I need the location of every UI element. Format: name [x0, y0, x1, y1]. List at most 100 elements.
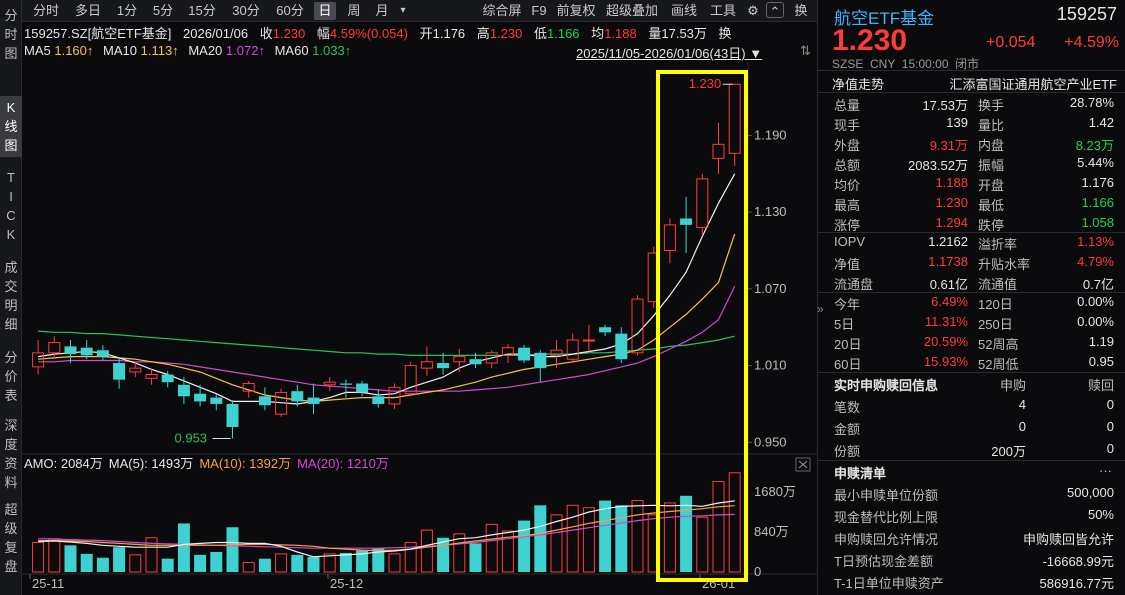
divider	[818, 292, 1125, 293]
open-value: 1.176	[432, 26, 466, 41]
close-icon-box	[795, 457, 811, 472]
avg-label: 均	[591, 26, 605, 41]
view-tab-char: T	[7, 170, 15, 185]
candle	[534, 350, 547, 383]
view-tab-char: 复	[4, 540, 18, 555]
amo-legend: AMO: 2084万 MA(5): 1493万 MA(10): 1392万 MA(20…	[24, 456, 389, 471]
divider	[818, 460, 1125, 461]
return-row: 今年 6.49% 120日 0.00%	[818, 292, 1125, 312]
period-tab-8[interactable]: 周	[347, 3, 361, 18]
period-tab-5[interactable]: 30分	[232, 3, 260, 18]
list-header: 申赎清单 ···	[818, 461, 1125, 481]
price-change-pct: +4.59%	[1064, 34, 1119, 51]
candle-body-down	[469, 359, 482, 365]
candle-body-down	[210, 397, 223, 404]
more-icon[interactable]: ···	[1099, 463, 1112, 478]
stat-label: 总额	[834, 158, 861, 173]
gear-icon[interactable]: ⚙	[747, 3, 759, 18]
stat2-value: 1.1738	[928, 254, 968, 269]
toolbar-item-2[interactable]: 前复权	[556, 3, 596, 18]
toolbar-item-0[interactable]: 综合屏	[482, 3, 522, 18]
volume-bar-down	[64, 545, 77, 572]
candle-body-down	[177, 384, 190, 397]
volume-tick-label: 1680万	[754, 484, 796, 499]
view-tab-char: K	[6, 227, 16, 242]
more-periods-icon[interactable]: ▾	[400, 5, 406, 16]
period-tab-6[interactable]: 60分	[276, 3, 304, 18]
candle	[404, 361, 417, 397]
list-row-value: 586916.77元	[1039, 576, 1114, 591]
candle-body-down	[680, 218, 693, 225]
candle-body-down	[307, 397, 320, 404]
view-tab-0[interactable]: 分时图	[0, 4, 22, 65]
price-tick-label: 1.190	[754, 127, 787, 142]
price-tick-label: 1.130	[754, 204, 787, 219]
date-range-selector[interactable]: 2025/11/05-2026/01/06(43日) ▼	[576, 43, 762, 62]
stat-label: 换手	[978, 98, 1005, 113]
period-tab-4[interactable]: 15分	[188, 3, 216, 18]
kline-chart[interactable]: 1.190 1.130 1.070 1.010 0.950 1.230 0.953 AMO: …	[22, 62, 817, 595]
change-label: 幅	[316, 26, 330, 41]
stat-label: 最低	[978, 198, 1005, 213]
sub-row-purchase: 200万	[991, 444, 1026, 459]
period-tab-3[interactable]: 5分	[152, 3, 174, 18]
chevron-right-icon[interactable]: »	[817, 302, 824, 316]
view-tab-char: C	[6, 208, 16, 223]
collapse-up-icon[interactable]: ⌃	[766, 2, 784, 19]
view-tab-6[interactable]: 超级复盘	[0, 498, 22, 578]
stat-row: 外盘 9.31万 内盘 8.23万	[818, 133, 1125, 153]
volume-bar-down	[194, 554, 207, 572]
candle	[518, 345, 531, 364]
amo-ma5-line	[38, 500, 735, 558]
stat-value: 1.230	[935, 195, 968, 210]
volume-bar-down	[226, 527, 239, 572]
toolbar-item-5[interactable]: 工具	[709, 3, 736, 18]
return-label: 60日	[834, 357, 862, 372]
view-tab-5[interactable]: 深度资料	[0, 414, 22, 494]
volume-bar-up	[728, 472, 741, 573]
period-tab-0[interactable]: 分时	[32, 3, 59, 18]
candle	[566, 333, 579, 364]
period-tab-9[interactable]: 月	[375, 3, 389, 18]
stat-label: 总量	[834, 98, 861, 113]
volume-bar-up	[388, 553, 401, 573]
nav-trend-link[interactable]: 净值走势	[832, 77, 885, 92]
price-tick-label: 1.010	[754, 358, 787, 373]
volume-bar-up	[242, 561, 255, 573]
period-tab-2[interactable]: 1分	[116, 3, 138, 18]
sort-icon[interactable]: ⇅	[800, 43, 811, 58]
toolbar-item-1[interactable]: F9	[531, 3, 547, 18]
symbol-name: 159257.SZ[航空ETF基金]	[24, 26, 172, 41]
turnover-toggle[interactable]: 换	[794, 3, 808, 18]
toolbar-item-4[interactable]: 画线	[670, 3, 697, 18]
fund-code: 159257	[1056, 4, 1117, 24]
view-tab-3[interactable]: 成交明细	[0, 256, 22, 336]
close-icon[interactable]	[795, 457, 811, 472]
list-row: T-1日单位申赎资产 586916.77元	[818, 571, 1125, 591]
low-value: 1.166	[547, 26, 580, 41]
toolbar-item-3[interactable]: 超级叠加	[605, 3, 658, 18]
stat-value: 9.31万	[929, 138, 968, 153]
list-row: 现金替代比例上限 50%	[818, 505, 1125, 525]
candle-body-down	[194, 393, 207, 402]
ma10-value: 1.113↑	[140, 43, 179, 58]
volume-bar-down	[80, 553, 93, 572]
candle	[275, 388, 288, 417]
candle-body-up	[388, 386, 401, 405]
period-tab-7[interactable]: 日	[314, 2, 336, 20]
view-tab-4[interactable]: 分价表	[0, 346, 22, 407]
candle-body-up	[145, 374, 158, 379]
stat2-row: 流通盘 0.61亿 流通值 0.7亿	[818, 272, 1125, 292]
period-toolbar: 分时 多日 1分 5分 15分 30分 60分日周月 ▾ 综合屏 F9 前复权 超级叠加 画线 工具 ⚙ ⌃ 换	[22, 0, 817, 22]
quote-date: 2026/01/06	[183, 26, 249, 41]
volume-bar-up	[696, 516, 709, 573]
stat-label: 均价	[834, 178, 861, 193]
view-tab-char: 资	[4, 456, 18, 471]
candle-body-down	[96, 350, 109, 357]
candle	[437, 352, 450, 375]
period-tab-1[interactable]: 多日	[74, 3, 101, 18]
ma10-line	[38, 233, 736, 403]
volume-bar-down	[680, 495, 693, 572]
